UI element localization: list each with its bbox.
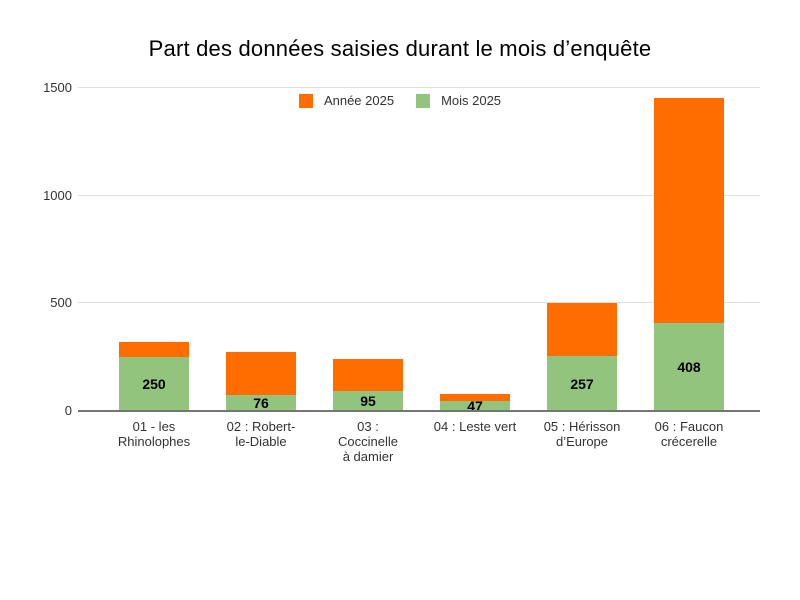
gridline-500 [78, 302, 760, 304]
bar-5-segment-annee-2025[interactable] [547, 303, 617, 356]
legend-item-annee-2025[interactable]: Année 2025 [298, 93, 395, 108]
bar-3-segment-mois-2025[interactable] [333, 391, 403, 411]
bar-6-segment-mois-2025[interactable] [654, 323, 724, 411]
y-axis-tick-label-500: 500 [50, 295, 72, 311]
bar-1-value-label: 250 [142, 376, 166, 392]
gridline-1000 [78, 194, 760, 196]
legend-color-swatch-icon [298, 93, 313, 108]
gridline-1500 [78, 87, 760, 88]
x-axis-label-5: 05 : Hérisson d’Europe [543, 419, 621, 449]
bar-4-value-label: 47 [467, 398, 483, 414]
bar-4-segment-mois-2025[interactable] [440, 401, 510, 411]
legend: Année 2025 Mois 2025 [0, 93, 800, 108]
x-axis-label-1: 01 - les Rhinolophes [117, 419, 191, 449]
legend-item-mois-2025[interactable]: Mois 2025 [416, 93, 501, 108]
bar-2-segment-mois-2025[interactable] [226, 395, 296, 411]
bar-4-segment-annee-2025[interactable] [440, 394, 510, 401]
bar-2-segment-annee-2025[interactable] [226, 352, 296, 395]
bar-3-segment-annee-2025[interactable] [333, 359, 403, 391]
x-axis-label-2: 02 : Robert- le-Diable [226, 419, 296, 449]
y-axis-tick-label-1000: 1000 [43, 187, 72, 203]
x-axis-line [78, 410, 760, 412]
x-axis-label-3: 03 : Coccinelle à damier [338, 419, 398, 464]
legend-label: Année 2025 [323, 93, 395, 108]
x-axis-label-6: 06 : Faucon crécerelle [654, 419, 724, 449]
legend-label: Mois 2025 [441, 93, 502, 108]
bar-3-value-label: 95 [360, 393, 376, 409]
bar-1-segment-mois-2025[interactable] [119, 357, 189, 411]
bar-6-value-label: 408 [677, 359, 701, 375]
legend-color-swatch-icon [416, 93, 431, 108]
plot-area: 250 76 95 47 257 408 [78, 87, 760, 414]
y-axis-tick-label-1500: 1500 [43, 80, 72, 95]
x-axis-label-4: 04 : Leste vert [433, 419, 517, 434]
y-axis-tick-label-0: 0 [64, 403, 72, 418]
bar-5-segment-mois-2025[interactable] [547, 356, 617, 411]
bar-1-segment-annee-2025[interactable] [119, 342, 189, 357]
chart-title: Part des données saisies durant le mois … [148, 36, 652, 61]
bar-2-value-label: 76 [253, 395, 269, 411]
bar-6-segment-annee-2025[interactable] [654, 98, 724, 323]
bar-5-value-label: 257 [570, 375, 594, 392]
